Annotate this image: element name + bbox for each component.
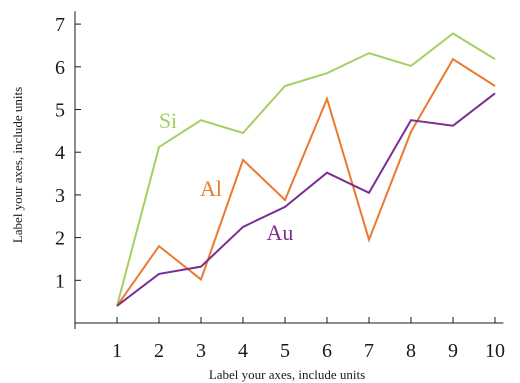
y-tick-label: 4 (55, 142, 65, 164)
series-line-au (116, 92, 496, 307)
series-line-si (116, 32, 496, 307)
series-label-al: Al (200, 176, 222, 201)
x-tick-label: 10 (485, 340, 505, 362)
series-line-al (116, 57, 496, 307)
x-ticks: 1 2 3 4 5 6 7 8 9 10 (74, 317, 505, 362)
x-tick-label: 1 (112, 340, 122, 362)
series-label-au: Au (267, 220, 294, 245)
y-tick-label: 5 (55, 100, 65, 122)
x-tick-label: 8 (406, 340, 416, 362)
x-tick-label: 4 (238, 340, 248, 362)
y-tick-label: 6 (55, 57, 65, 79)
series-labels: Si Al Au (159, 108, 294, 245)
axes (74, 11, 504, 324)
series-label-si: Si (159, 108, 177, 133)
x-axis-label: Label your axes, include units (209, 367, 365, 382)
x-tick-label: 6 (322, 340, 332, 362)
x-tick-label: 5 (280, 340, 290, 362)
x-tick-label: 2 (154, 340, 164, 362)
y-tick-label: 7 (55, 14, 65, 36)
series-lines (116, 32, 496, 307)
x-tick-label: 3 (196, 340, 206, 362)
y-tick-label: 2 (55, 228, 65, 250)
x-tick-label: 7 (364, 340, 374, 362)
y-tick-label: 3 (55, 185, 65, 207)
y-axis-label: Label your axes, include units (10, 87, 25, 243)
x-tick-label: 9 (448, 340, 458, 362)
y-tick-label: 1 (55, 270, 65, 292)
y-ticks: 1 2 3 4 5 6 7 (55, 14, 81, 292)
